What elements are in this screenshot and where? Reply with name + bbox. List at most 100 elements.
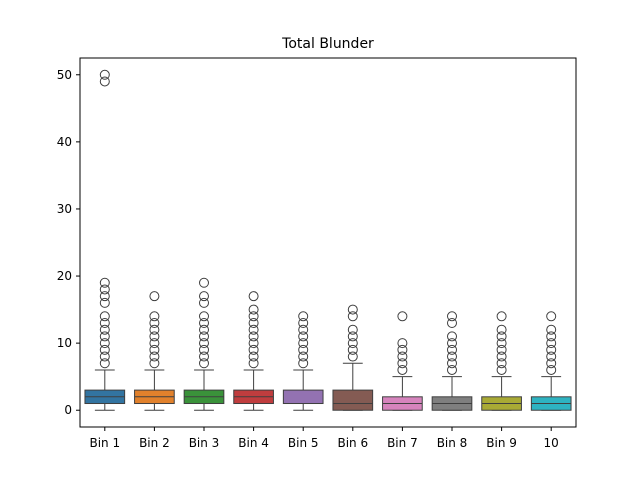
outlier-point [347, 338, 358, 349]
outlier-point [149, 338, 160, 349]
outlier-point [298, 344, 309, 355]
outlier-point [248, 358, 259, 369]
outlier-point [447, 338, 457, 349]
outlier-point [99, 344, 110, 355]
outlier-point [99, 318, 110, 329]
y-tick-label: 0 [64, 403, 72, 417]
outlier-point [199, 324, 209, 335]
outlier-point [546, 311, 557, 322]
outlier-point [99, 324, 110, 335]
outlier-point [298, 338, 309, 349]
outlier-point [149, 331, 160, 342]
outlier-point [397, 311, 408, 322]
x-tick-label: 10 [544, 436, 559, 450]
axes-frame [79, 57, 577, 428]
outlier-point [149, 318, 160, 329]
outlier-point [199, 344, 209, 355]
x-tick-label: Bin 9 [486, 436, 517, 450]
outlier-point [546, 351, 557, 362]
outlier-point [347, 311, 358, 322]
outlier-point [347, 351, 358, 362]
outlier-point [397, 351, 408, 362]
outlier-point [248, 324, 259, 335]
chart-title: Total Blunder [281, 36, 374, 52]
outlier-point [347, 324, 358, 335]
x-tick-label: Bin 5 [288, 436, 319, 450]
outlier-point [397, 364, 408, 375]
outlier-point [149, 344, 160, 355]
outlier-point [496, 311, 507, 322]
outlier-point [199, 297, 209, 308]
x-tick-label: Bin 2 [139, 436, 170, 450]
outlier-point [99, 284, 110, 295]
outlier-point [546, 338, 557, 349]
y-tick-label: 20 [57, 269, 72, 283]
outlier-point [496, 364, 507, 375]
outlier-point [149, 351, 160, 362]
outlier-point [447, 364, 457, 375]
outlier-point [149, 358, 160, 369]
outlier-point [99, 277, 110, 288]
outlier-point [496, 344, 507, 355]
outlier-point [248, 318, 259, 329]
outlier-point [397, 344, 408, 355]
outlier-point [199, 311, 209, 322]
outlier-point [447, 318, 457, 329]
outlier-point [546, 324, 557, 335]
outlier-point [298, 311, 309, 322]
outlier-point [447, 351, 457, 362]
outlier-point [397, 338, 408, 349]
outlier-point [149, 291, 160, 302]
outlier-point [149, 324, 160, 335]
x-tick-label: Bin 8 [437, 436, 468, 450]
outlier-point [99, 76, 110, 87]
box-5 [282, 389, 324, 405]
outlier-point [99, 69, 110, 80]
outlier-point [447, 331, 457, 342]
outlier-point [298, 318, 309, 329]
outlier-point [347, 344, 358, 355]
y-tick-label: 40 [57, 135, 72, 149]
outlier-point [199, 358, 209, 369]
outlier-point [99, 358, 110, 369]
box-6 [332, 389, 374, 411]
outlier-point [248, 311, 259, 322]
outlier-point [199, 331, 209, 342]
outlier-point [447, 344, 457, 355]
outlier-point [99, 291, 110, 302]
outlier-point [99, 351, 110, 362]
x-tick-label: Bin 4 [238, 436, 269, 450]
outlier-point [546, 344, 557, 355]
outlier-point [496, 351, 507, 362]
outlier-point [248, 344, 259, 355]
outlier-point [99, 331, 110, 342]
outlier-point [298, 358, 309, 369]
outlier-point [546, 364, 557, 375]
outlier-point [149, 311, 160, 322]
x-tick-label: Bin 6 [337, 436, 368, 450]
outlier-point [199, 277, 209, 288]
outlier-point [496, 324, 507, 335]
outlier-point [298, 324, 309, 335]
outlier-point [248, 338, 259, 349]
outlier-point [99, 338, 110, 349]
outlier-point [298, 351, 309, 362]
outlier-point [347, 304, 358, 315]
x-tick-label: Bin 3 [189, 436, 220, 450]
y-tick-label: 10 [57, 336, 72, 350]
outlier-point [199, 318, 209, 329]
outlier-point [496, 331, 507, 342]
x-tick-label: Bin 1 [89, 436, 120, 450]
outlier-point [248, 291, 259, 302]
outlier-point [397, 358, 408, 369]
outlier-point [248, 304, 259, 315]
outlier-point [199, 351, 209, 362]
outlier-point [248, 331, 259, 342]
outlier-point [199, 338, 209, 349]
outlier-point [546, 358, 557, 369]
outlier-point [447, 311, 457, 322]
outlier-point [496, 338, 507, 349]
outlier-point [347, 331, 358, 342]
outlier-point [298, 331, 309, 342]
